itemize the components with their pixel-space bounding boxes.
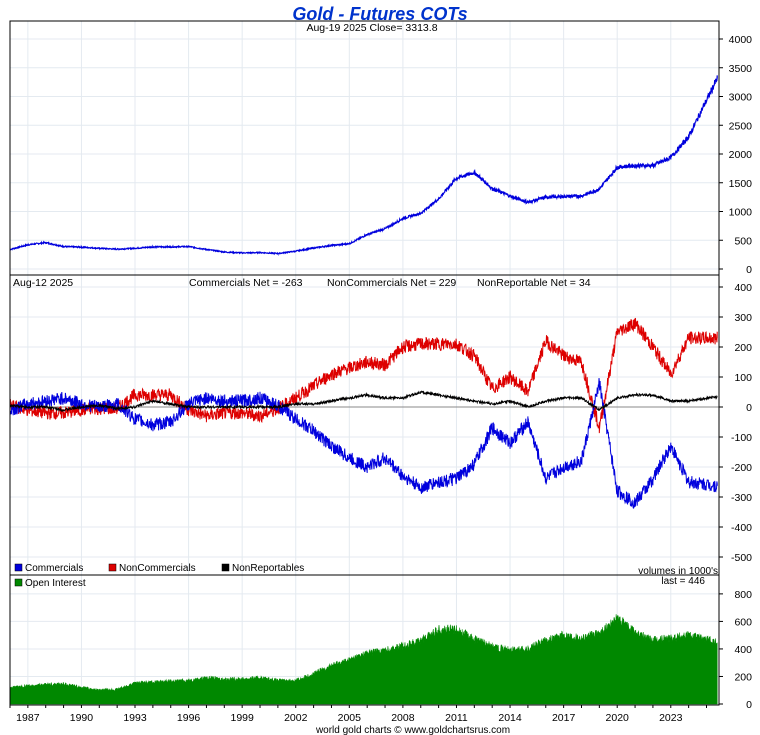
y-tick-label: 0 [746, 699, 752, 711]
y-tick-label: 1000 [729, 207, 753, 219]
legend-swatch-commercials [14, 563, 23, 572]
legend-swatch-nonreportables [221, 563, 230, 572]
y-tick-label: 3500 [729, 63, 753, 75]
legend-label-open-interest: Open Interest [25, 578, 86, 589]
y-tick-label: 2500 [729, 120, 753, 132]
open-interest-area [9, 614, 718, 705]
y-tick-label: -400 [731, 522, 752, 534]
legend-label-nonreportables: NonReportables [232, 563, 304, 574]
x-tick-label: 1993 [123, 712, 147, 724]
price-line [9, 75, 718, 257]
commercials-line [9, 378, 718, 509]
x-tick-label: 2023 [659, 712, 683, 724]
footer-credit: world gold charts © www.goldchartsrus.co… [315, 725, 510, 735]
y-tick-label: 3000 [729, 92, 753, 104]
y-tick-label: 0 [746, 402, 752, 414]
price-subtitle: Aug-19 2025 Close= 3313.8 [306, 22, 437, 34]
x-tick-label: 2011 [445, 712, 468, 724]
x-tick-label: 1990 [70, 712, 94, 724]
y-tick-label: 400 [734, 644, 752, 656]
y-tick-label: -300 [731, 492, 752, 504]
y-tick-label: 4000 [729, 34, 753, 46]
y-tick-label: 0 [746, 264, 752, 276]
volumes-note: volumes in 1000's [638, 566, 718, 577]
y-tick-label: 600 [734, 616, 752, 628]
x-tick-label: 1996 [177, 712, 201, 724]
y-tick-label: 100 [734, 372, 752, 384]
x-tick-label: 2008 [391, 712, 415, 724]
nonreportable-net-label: NonReportable Net = 34 [477, 277, 591, 289]
oi-last-label: last = 446 [661, 576, 705, 587]
cot-date-label: Aug-12 2025 [13, 277, 73, 289]
nonreportables-line [9, 390, 718, 413]
y-tick-label: -100 [731, 432, 752, 444]
noncommercials-net-label: NonCommercials Net = 229 [327, 277, 456, 289]
legend-label-commercials: Commercials [25, 563, 83, 574]
cot-panel-frame [9, 274, 720, 576]
y-tick-label: 1500 [729, 178, 753, 190]
y-tick-label: 300 [734, 312, 752, 324]
x-tick-label: 1999 [230, 712, 254, 724]
legend-label-noncommercials: NonCommercials [119, 563, 196, 574]
x-tick-label: 2020 [606, 712, 630, 724]
noncommercials-line [9, 317, 718, 434]
chart-title: Gold - Futures COTs [292, 4, 467, 24]
x-tick-label: 2017 [552, 712, 576, 724]
y-tick-label: 400 [734, 282, 752, 294]
y-tick-label: 200 [734, 342, 752, 354]
commercials-net-label: Commercials Net = -263 [189, 277, 303, 289]
y-tick-label: 800 [734, 589, 752, 601]
legend-swatch-open-interest [14, 578, 23, 587]
x-tick-label: 1987 [16, 712, 40, 724]
legend-swatch-noncommercials [108, 563, 117, 572]
y-tick-label: 200 [734, 671, 752, 683]
y-tick-label: 500 [734, 235, 752, 247]
y-tick-label: -500 [731, 552, 752, 564]
y-tick-label: 2000 [729, 149, 753, 161]
x-tick-label: 2005 [338, 712, 362, 724]
y-tick-label: -200 [731, 462, 752, 474]
oi-panel-frame [9, 574, 720, 706]
x-tick-label: 2002 [284, 712, 308, 724]
x-tick-label: 2014 [498, 712, 522, 724]
